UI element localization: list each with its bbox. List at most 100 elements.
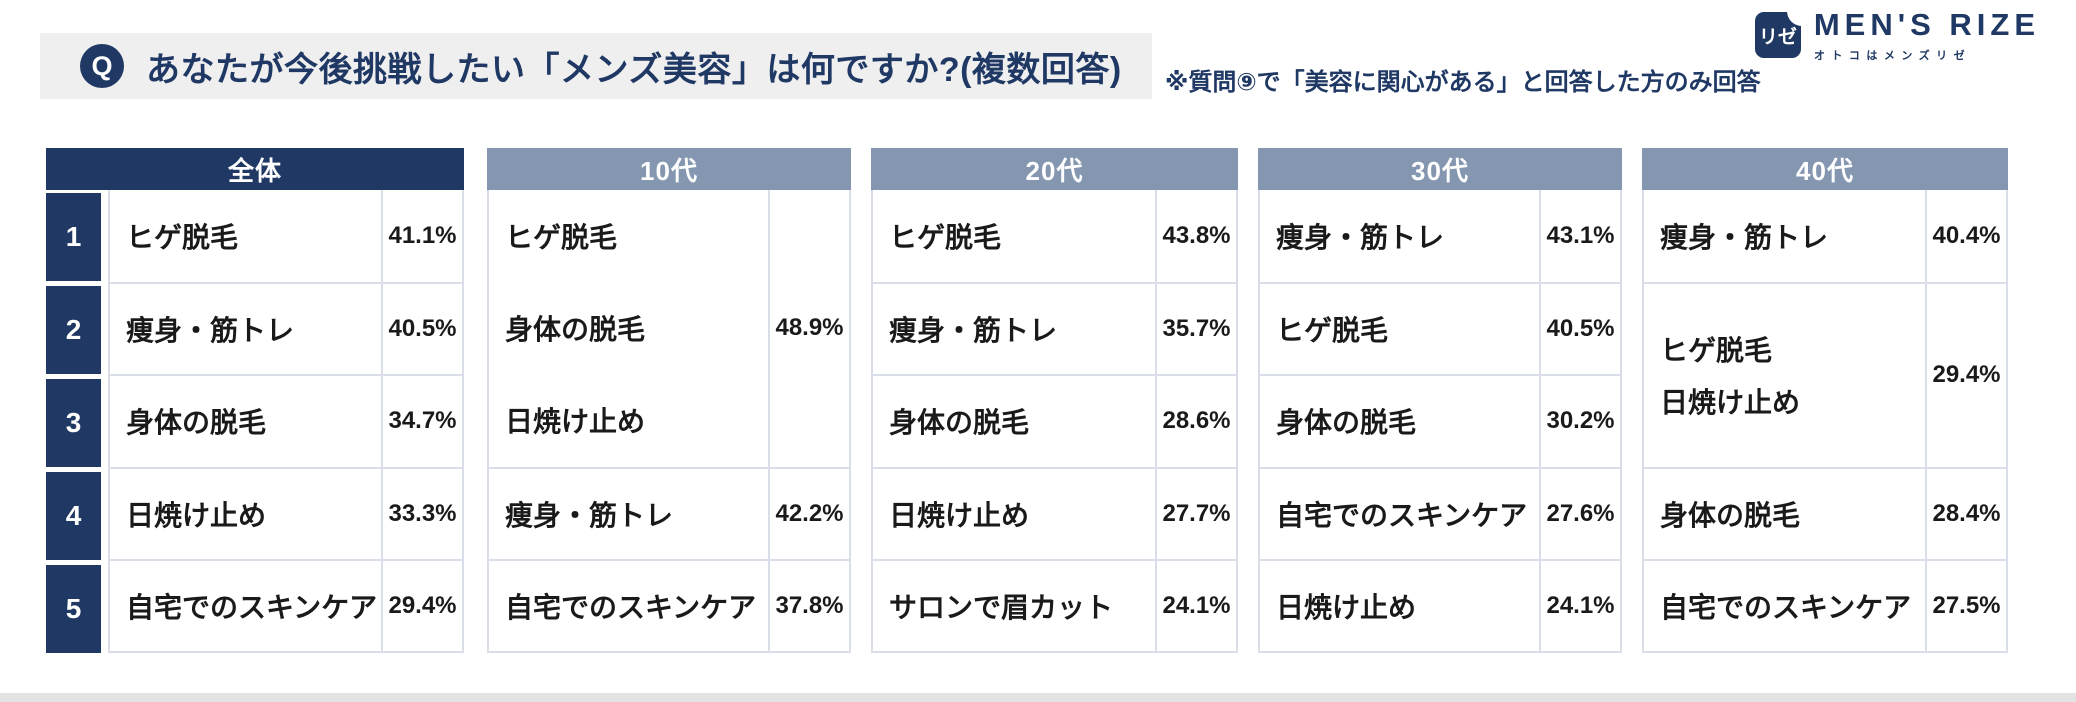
value-cell: 33.3% [381,468,462,559]
item-cell: 痩身・筋トレ [489,469,768,559]
item-cell: 痩身・筋トレ [1260,190,1539,282]
table-row: ヒゲ脱毛 40.5% [1260,282,1620,375]
item-text: サロンで眉カット [889,591,1114,623]
column-body: ヒゲ脱毛 身体の脱毛 日焼け止め 48.9% 痩身・筋トレ 42.2% 自宅での… [487,190,851,653]
table-row: 痩身・筋トレ 40.4% [1644,190,2006,283]
cells-grid: ヒゲ脱毛 43.8% 痩身・筋トレ 35.7% 身体の脱毛 28.6% 日焼け止… [871,190,1238,653]
value-text: 29.4% [388,591,457,619]
question-note: ※質問⑨で「美容に関心がある」と回答した方のみ回答 [1165,69,1761,96]
item-cell: 自宅でのスキンケア [489,561,768,651]
question-text: あなたが今後挑戦したい「メンズ美容」は何ですか?(複数回答) [146,50,1122,89]
table-row-merged: ヒゲ脱毛 身体の脱毛 日焼け止め 48.9% [489,190,849,467]
item-cell: 自宅でのスキンケア [1260,469,1539,559]
item-cell: ヒゲ脱毛 [110,190,381,282]
value-text: 40.5% [388,315,457,343]
item-cell: ヒゲ脱毛 日焼け止め [1644,284,1925,466]
value-text: 29.4% [1932,361,2001,389]
table-row: 日焼け止め 27.7% [873,466,1236,559]
value-cell: 37.8% [768,560,849,651]
item-text: 身体の脱毛 [126,407,267,439]
table-row: 自宅でのスキンケア 27.5% [1644,558,2006,651]
value-text: 27.5% [1932,591,2001,619]
table-row: 痩身・筋トレ 42.2% [489,466,849,559]
table-row: 日焼け止め 24.1% [1260,558,1620,651]
rank-box: 5 [46,565,101,653]
table-row-merged: ヒゲ脱毛 日焼け止め 29.4% [1644,282,2006,467]
value-text: 40.5% [1546,315,1615,343]
question-header-bar: Q あなたが今後挑戦したい「メンズ美容」は何ですか?(複数回答) [40,33,1152,99]
value-text: 42.2% [775,499,844,527]
logo-brand-name: MEN'S RIZE [1813,7,2040,42]
item-text: 自宅でのスキンケア [505,591,757,623]
cells-grid: 痩身・筋トレ 43.1% ヒゲ脱毛 40.5% 身体の脱毛 30.2% 自宅での… [1258,190,1622,653]
table-row: 自宅でのスキンケア 29.4% [110,558,462,651]
logo-text: MEN'S RIZE オトコはメンズリゼ [1813,7,2040,63]
value-text: 37.8% [775,591,844,619]
value-text: 28.4% [1932,499,2001,527]
value-text: 27.7% [1162,499,1231,527]
table-row: 自宅でのスキンケア 37.8% [489,558,849,651]
value-cell: 42.2% [768,468,849,559]
item-cell: サロンで眉カット [873,561,1155,651]
table-row: ヒゲ脱毛 41.1% [110,190,462,283]
item-cell: 身体の脱毛 [1260,376,1539,466]
item-text: 身体の脱毛 [1276,407,1417,439]
value-text: 48.9% [775,314,844,342]
table-row: ヒゲ脱毛 43.8% [873,190,1236,283]
column-body: 痩身・筋トレ 43.1% ヒゲ脱毛 40.5% 身体の脱毛 30.2% 自宅での… [1258,190,1622,653]
value-text: 24.1% [1162,591,1231,619]
rank-box: 3 [46,379,101,467]
value-text: 30.2% [1546,407,1615,435]
value-cell: 43.8% [1155,190,1236,283]
table-row: 痩身・筋トレ 43.1% [1260,190,1620,283]
column-20s: 20代 ヒゲ脱毛 43.8% 痩身・筋トレ 35.7% 身体の脱毛 28.6% … [871,148,1238,653]
value-cell: 24.1% [1539,560,1620,651]
item-text: ヒゲ脱毛 [889,222,1002,254]
item-cell: 日焼け止め [110,469,381,559]
item-cell: 自宅でのスキンケア [1644,561,1925,651]
q-badge-icon: Q [80,44,124,88]
value-cell: 27.5% [1925,560,2006,651]
value-text: 41.1% [388,222,457,250]
item-text: ヒゲ脱毛 [505,222,618,254]
column-40s: 40代 痩身・筋トレ 40.4% ヒゲ脱毛 日焼け止め 29.4% 身体の脱毛 … [1642,148,2008,653]
table-row: 痩身・筋トレ 35.7% [873,282,1236,375]
table-row: 自宅でのスキンケア 27.6% [1260,466,1620,559]
item-text: 日焼け止め [1660,387,1801,419]
value-text: 35.7% [1162,315,1231,343]
logo-tagline: オトコはメンズリゼ [1813,50,1972,63]
item-text: 自宅でのスキンケア [126,591,378,623]
item-text: 痩身・筋トレ [1660,222,1829,254]
column-30s: 30代 痩身・筋トレ 43.1% ヒゲ脱毛 40.5% 身体の脱毛 30.2% … [1258,148,1622,653]
value-cell: 40.5% [381,284,462,375]
rank-box: 4 [46,472,101,560]
table-row: 身体の脱毛 28.6% [873,374,1236,467]
value-text: 27.6% [1546,499,1615,527]
table-row: 日焼け止め 33.3% [110,466,462,559]
cells-grid: ヒゲ脱毛 身体の脱毛 日焼け止め 48.9% 痩身・筋トレ 42.2% 自宅での… [487,190,851,653]
value-cell: 48.9% [768,190,849,467]
table-row: 身体の脱毛 34.7% [110,374,462,467]
item-text: 日焼け止め [1276,591,1417,623]
value-cell: 24.1% [1155,560,1236,651]
value-text: 43.8% [1162,222,1231,250]
column-10s: 10代 ヒゲ脱毛 身体の脱毛 日焼け止め 48.9% 痩身・筋トレ 42.2% … [487,148,851,653]
value-cell: 40.5% [1539,284,1620,375]
item-text: 痩身・筋トレ [505,499,674,531]
value-cell: 28.4% [1925,468,2006,559]
column-overall: 全体 1 2 3 4 5 ヒゲ脱毛 41.1% 痩身・筋トレ 40.5% 身体の… [46,148,464,653]
value-cell: 41.1% [381,190,462,283]
column-body: 痩身・筋トレ 40.4% ヒゲ脱毛 日焼け止め 29.4% 身体の脱毛 28.4… [1642,190,2008,653]
item-text: 痩身・筋トレ [1276,222,1445,254]
value-text: 28.6% [1162,407,1231,435]
value-cell: 28.6% [1155,376,1236,467]
column-header: 20代 [871,148,1238,190]
item-text: 痩身・筋トレ [889,315,1058,347]
rank-box: 1 [46,193,101,281]
item-text: 身体の脱毛 [1660,499,1801,531]
item-text: 日焼け止め [889,499,1030,531]
table-row: 身体の脱毛 30.2% [1260,374,1620,467]
value-cell: 35.7% [1155,284,1236,375]
column-header: 全体 [46,148,464,190]
